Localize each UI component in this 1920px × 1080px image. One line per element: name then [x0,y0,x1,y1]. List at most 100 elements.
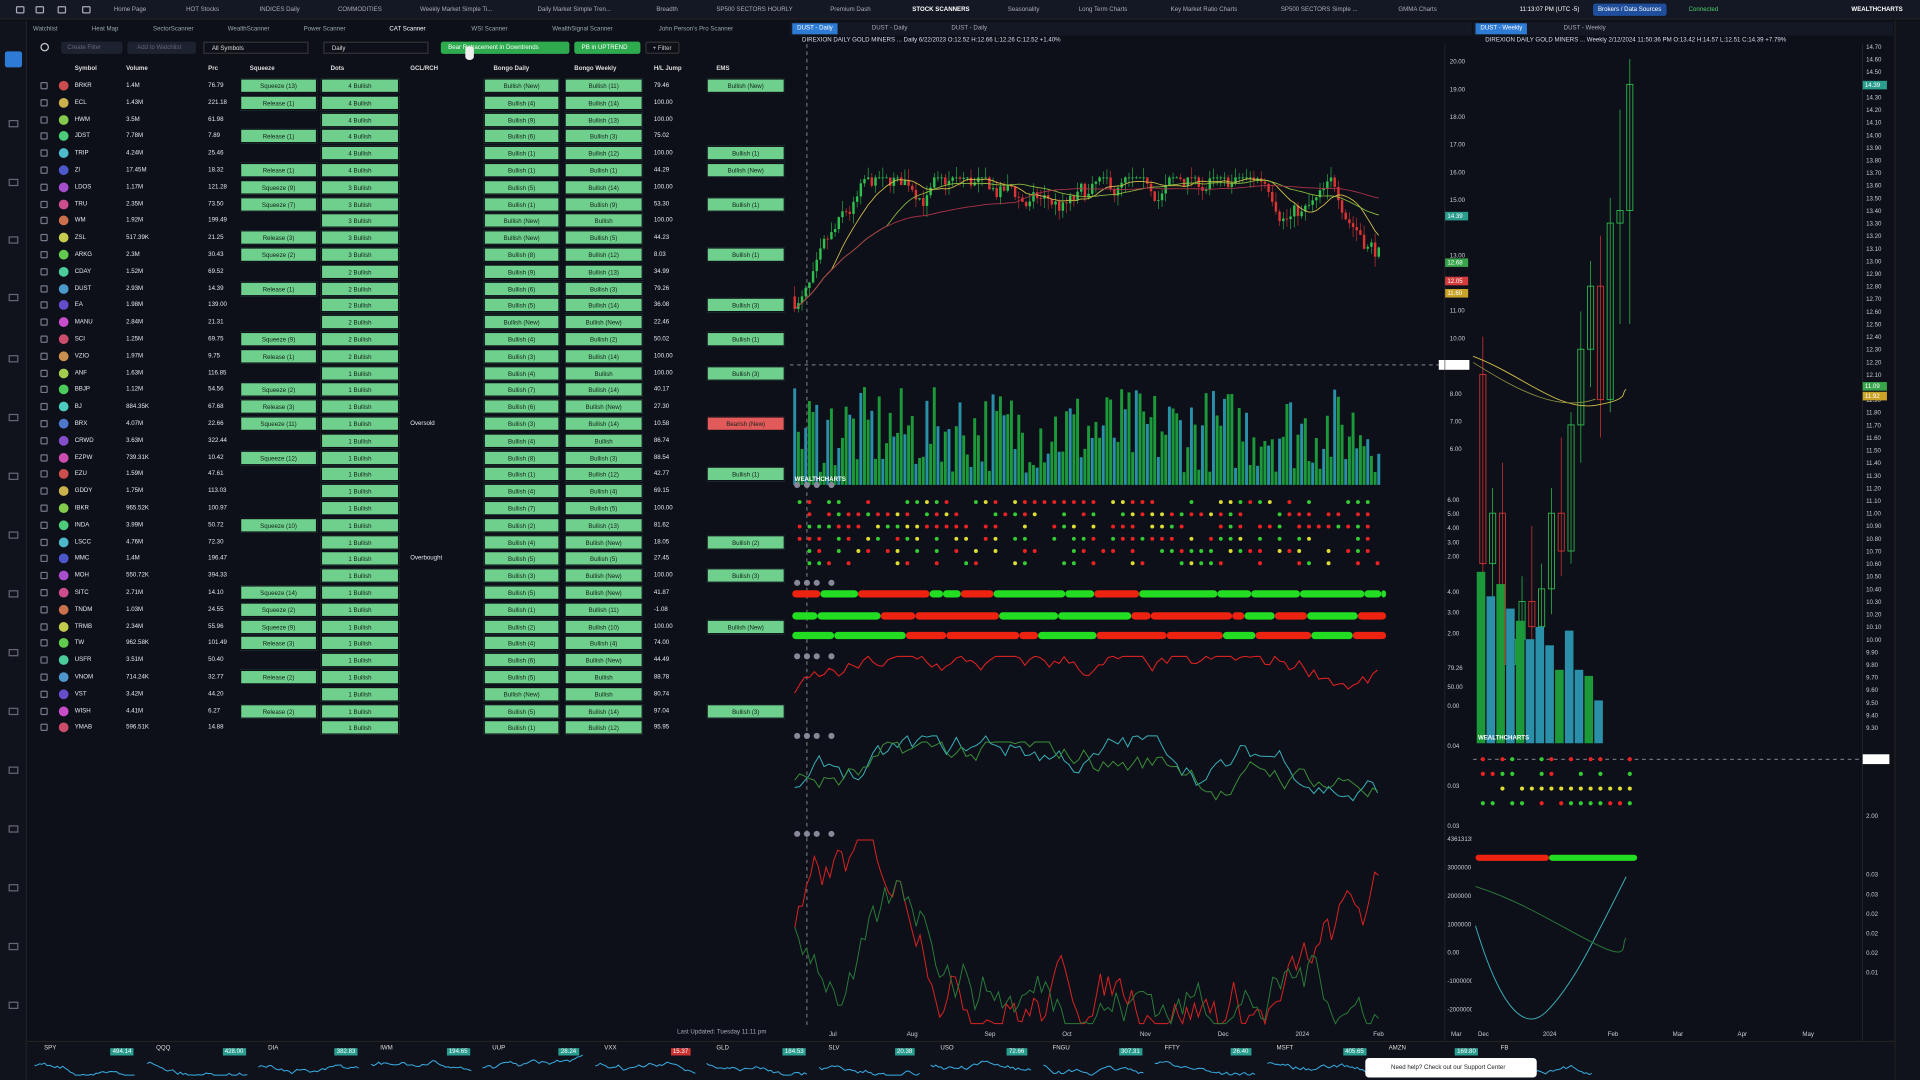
chart-tab[interactable]: DUST - Weekly [1563,24,1606,32]
row-checkbox[interactable] [40,200,48,208]
chart-tab[interactable]: DUST - Weekly [1475,23,1528,35]
symbol[interactable]: VST [74,690,87,698]
symbol[interactable]: JDST [74,132,91,141]
symbol[interactable]: ZI [74,166,81,174]
sidebar-icon[interactable] [8,531,19,539]
symbol[interactable]: TW [74,639,85,648]
row-checkbox[interactable] [40,690,48,698]
sidebar-icon[interactable] [8,413,19,422]
app-tab[interactable]: INDICES Daily [259,6,300,14]
column-header[interactable]: Symbol [74,64,97,73]
symbol[interactable]: TNDM [74,605,93,614]
ticker-symbol[interactable]: USO [940,1044,954,1052]
row-checkbox[interactable] [40,132,48,141]
symbol[interactable]: MANU [74,318,93,326]
settings-icon[interactable] [40,42,49,52]
row-checkbox[interactable] [40,707,48,715]
column-header[interactable]: Dots [330,64,345,73]
symbol[interactable]: BRKR [74,82,92,90]
app-tab[interactable]: Daily Market Simple Tren... [537,6,612,14]
symbol[interactable]: LDOS [74,183,92,191]
sidebar-icon[interactable] [8,825,19,833]
scanner-tab[interactable]: Watchlist [33,25,58,34]
sidebar-icon[interactable] [8,472,19,481]
row-checkbox[interactable] [40,724,48,732]
app-tab[interactable]: SP500 SECTORS Simple ... [1280,6,1358,14]
ticker-symbol[interactable]: FNGU [1052,1044,1070,1052]
filter-chip[interactable]: Bear Retracement in Downtrends [440,41,570,54]
chart-tab[interactable]: DUST - Daily [871,24,908,32]
row-checkbox[interactable] [40,572,48,580]
scanner-tab[interactable]: Heat Map [91,25,119,34]
sidebar-icon[interactable] [8,884,19,892]
row-checkbox[interactable] [40,588,48,597]
app-tab[interactable]: STOCK SCANNERS [912,6,970,14]
column-header[interactable]: Volume [126,64,148,73]
symbol[interactable]: BBJP [74,386,91,394]
symbol[interactable]: MOH [74,572,89,580]
row-checkbox[interactable] [40,369,48,377]
sidebar-icon[interactable] [8,766,19,774]
ticker-symbol[interactable]: SLV [828,1044,840,1052]
column-header[interactable]: GCL/RCH [410,64,439,73]
row-checkbox[interactable] [40,656,48,664]
app-tab[interactable]: Weekly Market Simple Ti... [420,6,493,14]
row-checkbox[interactable] [40,521,48,529]
row-checkbox[interactable] [40,301,48,310]
symbol[interactable]: DUST [74,284,92,293]
timeframe-select[interactable]: Daily [323,41,429,54]
symbol[interactable]: EZU [74,470,87,479]
symbol[interactable]: TRMB [74,622,93,631]
chart-tab[interactable]: DUST - Daily [951,24,988,32]
row-checkbox[interactable] [40,115,48,124]
row-checkbox[interactable] [40,487,48,495]
scanner-tab[interactable]: Power Scanner [303,25,346,34]
column-header[interactable]: Bongo Weekly [574,64,617,73]
row-checkbox[interactable] [40,98,48,107]
ticker-symbol[interactable]: FFTY [1164,1044,1180,1052]
top-icon[interactable] [35,6,45,14]
row-checkbox[interactable] [40,82,48,90]
sidebar-icon[interactable] [8,293,19,302]
row-checkbox[interactable] [40,183,48,191]
scanner-tab[interactable]: CAT Scanner [389,25,426,34]
add-filter[interactable]: + Filter [645,41,680,54]
column-header[interactable]: Squeeze [249,64,275,73]
app-tab[interactable]: Seasonality [1007,6,1040,14]
scanner-tab[interactable]: WealthScanner [227,25,270,34]
symbol[interactable]: HWM [74,115,91,124]
scanner-tab[interactable]: WealthSignal Scanner [552,25,613,34]
symbol[interactable]: ZSL [74,234,86,242]
app-tab[interactable]: HOT Stocks [186,6,220,14]
row-checkbox[interactable] [40,166,48,174]
row-checkbox[interactable] [40,217,48,225]
symbol[interactable]: BJ [74,403,82,411]
chart-tab[interactable]: DUST - Daily [792,23,838,35]
symbol[interactable]: VZIO [74,352,89,360]
ticker-symbol[interactable]: DIA [268,1044,279,1052]
symbol[interactable]: WISH [74,707,91,715]
symbol[interactable]: TRIP [74,149,89,157]
app-tab[interactable]: SP500 SECTORS HOURLY [716,6,793,14]
ticker-symbol[interactable]: MSFT [1276,1044,1294,1052]
symbol[interactable]: USFR [74,656,92,664]
app-tab[interactable]: COMMODITIES [337,6,382,14]
row-checkbox[interactable] [40,318,48,326]
symbol[interactable]: BRX [74,420,88,428]
row-checkbox[interactable] [40,453,48,462]
symbol[interactable]: CDAY [74,267,92,276]
sidebar-icon[interactable] [8,120,19,128]
symbol[interactable]: ECL [74,98,87,107]
symbol[interactable]: SITC [74,588,89,597]
ticker-symbol[interactable]: VXX [604,1044,617,1052]
symbol[interactable]: TRU [74,200,88,208]
symbol[interactable]: INDA [74,521,90,529]
symbol[interactable]: YMAB [74,724,93,732]
sidebar-icon[interactable] [8,355,19,363]
scanner-tab[interactable]: SectorScanner [153,25,194,34]
row-checkbox[interactable] [40,386,48,394]
app-tab[interactable]: GMMA Charts [1398,6,1437,14]
row-checkbox[interactable] [40,622,48,631]
ticker-symbol[interactable]: IWM [380,1044,393,1052]
top-icon[interactable] [15,6,25,14]
